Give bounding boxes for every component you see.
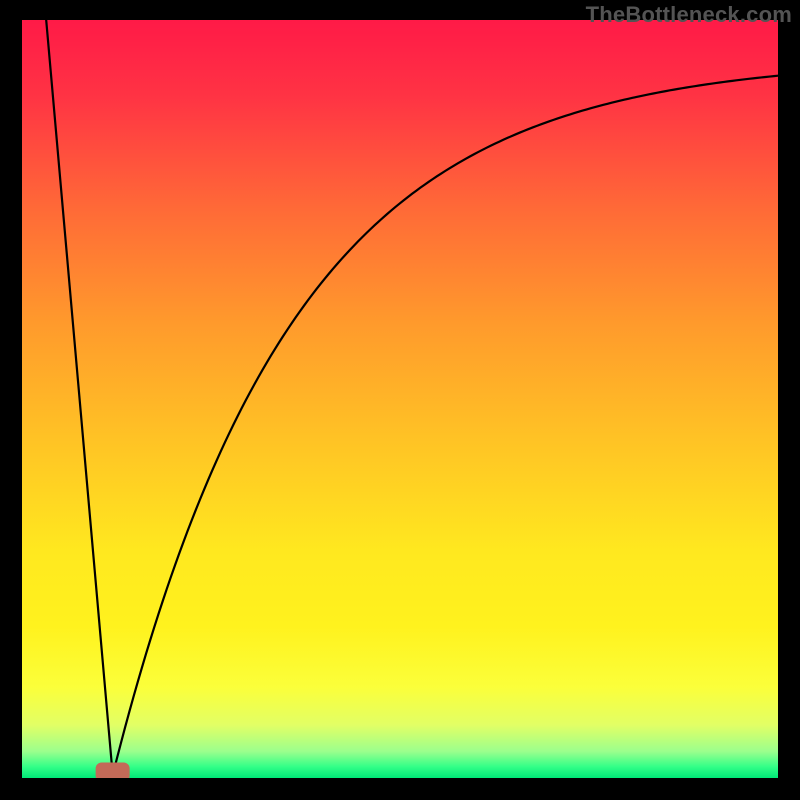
plot-area	[22, 20, 778, 778]
minimum-marker	[95, 762, 130, 778]
bottleneck-curve	[22, 20, 778, 778]
watermark-text: TheBottleneck.com	[586, 2, 792, 28]
